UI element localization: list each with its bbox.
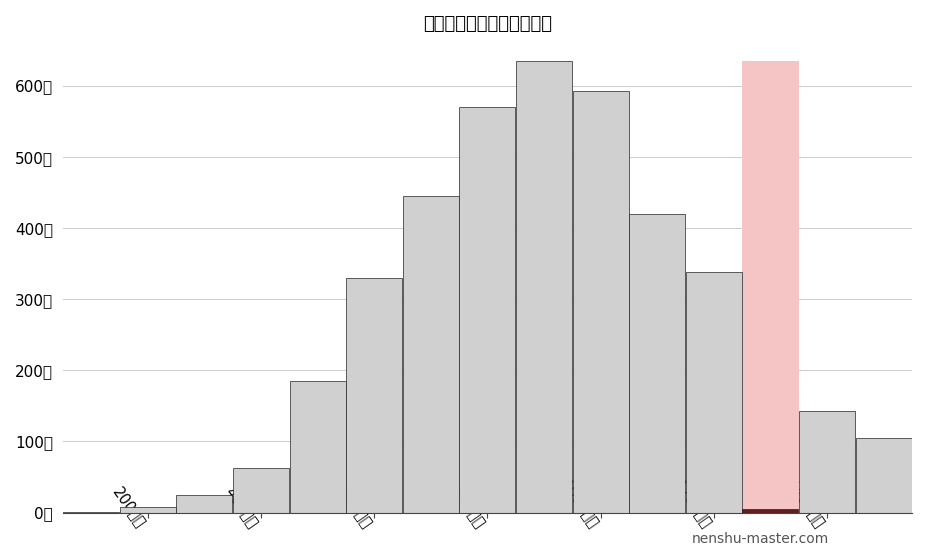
Bar bbox=[516, 61, 572, 512]
Bar bbox=[120, 507, 176, 512]
Bar bbox=[573, 91, 629, 512]
Bar bbox=[346, 278, 402, 512]
Bar bbox=[403, 196, 459, 512]
Text: nenshu-master.com: nenshu-master.com bbox=[692, 532, 829, 546]
Bar bbox=[686, 272, 742, 512]
Bar bbox=[289, 381, 346, 512]
Bar bbox=[460, 107, 515, 512]
Title: 川崎汽船の年収ポジション: 川崎汽船の年収ポジション bbox=[423, 15, 552, 33]
Bar bbox=[912, 470, 927, 512]
Bar bbox=[799, 411, 855, 512]
Bar bbox=[629, 214, 685, 512]
Bar bbox=[743, 509, 798, 512]
Bar bbox=[743, 61, 799, 512]
Bar bbox=[856, 438, 912, 512]
Bar bbox=[176, 495, 233, 512]
Bar bbox=[233, 468, 289, 512]
